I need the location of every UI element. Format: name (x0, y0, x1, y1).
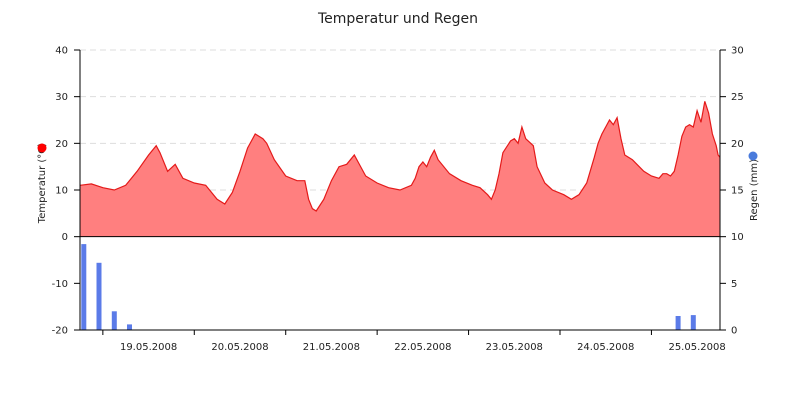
x-tick-label: 25.05.2008 (668, 342, 725, 353)
right-tick-label: 0 (731, 326, 737, 337)
x-tick-label: 22.05.2008 (394, 342, 451, 353)
x-tick-label: 20.05.2008 (211, 342, 268, 353)
left-tick-label: 30 (55, 92, 68, 103)
left-tick-label: 0 (62, 232, 68, 243)
right-tick-label: 20 (731, 139, 744, 150)
left-tick-label: 20 (55, 139, 68, 150)
left-tick-label: 10 (55, 186, 68, 197)
right-tick-label: 25 (731, 92, 744, 103)
right-tick-label: 30 (731, 46, 744, 57)
left-axis-ticks: -20 -10 0 10 20 30 40 (52, 46, 80, 337)
x-tick-label: 24.05.2008 (577, 342, 634, 353)
rain-bars-layer (81, 244, 696, 330)
x-tick-label: 19.05.2008 (120, 342, 177, 353)
rain-bar (96, 262, 102, 330)
x-axis-ticks: 19.05.2008 20.05.2008 21.05.2008 22.05.2008… (102, 330, 726, 353)
rain-bar (81, 244, 87, 330)
rain-bar (675, 316, 681, 330)
rain-bar (111, 311, 117, 330)
left-tick-label: -20 (52, 326, 68, 337)
chart-title: Temperatur und Regen (317, 11, 478, 27)
temperature-line (79, 101, 721, 212)
rain-bar (127, 324, 132, 330)
right-tick-label: 5 (731, 279, 737, 290)
x-tick-label: 23.05.2008 (486, 342, 543, 353)
rain-bar (690, 315, 696, 330)
right-tick-label: 15 (731, 186, 744, 197)
temperature-legend-marker (37, 143, 47, 153)
left-tick-label: -10 (52, 279, 68, 290)
rain-legend-marker (748, 151, 758, 161)
x-tick-label: 21.05.2008 (303, 342, 360, 353)
y-left-axis-title: Temperatur (°C) (37, 143, 48, 224)
y-right-axis-title: Regen (mm) (749, 159, 760, 221)
left-tick-label: 40 (55, 46, 68, 57)
right-axis-ticks: 0 5 10 15 20 25 30 (720, 46, 744, 337)
temperature-area (80, 101, 720, 237)
right-tick-label: 10 (731, 232, 744, 243)
temperature-area-layer (79, 101, 721, 237)
